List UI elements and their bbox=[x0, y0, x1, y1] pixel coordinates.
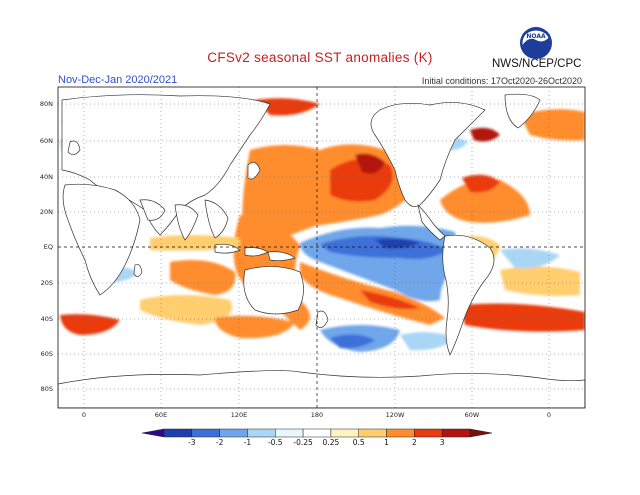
colorbar-label: -0.25 bbox=[293, 438, 313, 447]
colorbar-bin bbox=[247, 428, 276, 438]
new-zealand bbox=[315, 310, 329, 328]
lon-label: 0 bbox=[547, 411, 551, 419]
forecast-period: Nov-Dec-Jan 2020/2021 bbox=[58, 74, 178, 86]
lat-label: 80N bbox=[40, 100, 53, 108]
colorbar-label: 0.5 bbox=[353, 438, 365, 447]
colorbar-bin bbox=[441, 428, 471, 438]
central-america bbox=[417, 203, 446, 241]
map-title: CFSv2 seasonal SST anomalies (K) bbox=[207, 50, 433, 65]
noaa-logo-icon: NOAA bbox=[520, 27, 552, 59]
north-america bbox=[370, 102, 486, 207]
indian-ocean-warm bbox=[170, 259, 236, 295]
latitude-labels: 80N 60N 40N 20N EQ 20S 40S 60S 80S bbox=[40, 100, 53, 393]
colorbar-label: 3 bbox=[440, 438, 445, 447]
lat-label: 40N bbox=[40, 173, 53, 181]
north-pacific-coast bbox=[355, 153, 385, 174]
colorbar-label: -0.5 bbox=[268, 438, 283, 447]
colorbar-bin bbox=[219, 428, 248, 438]
south-america bbox=[442, 234, 495, 356]
agency-label: NWS/NCEP/CPC bbox=[492, 58, 582, 70]
southeast-asia bbox=[204, 199, 229, 239]
south-atlantic-mid bbox=[500, 266, 580, 296]
colorbar-bin bbox=[275, 428, 304, 438]
australia bbox=[243, 266, 304, 315]
new-guinea bbox=[267, 251, 296, 262]
colorbar: -3 -2 -1 -0.5 -0.25 0.25 0.5 1 2 3 bbox=[141, 428, 493, 447]
logo-text: NOAA bbox=[526, 33, 546, 40]
colorbar-label: -1 bbox=[244, 438, 252, 447]
lat-label: EQ bbox=[44, 243, 53, 251]
south-pacific-core bbox=[360, 290, 420, 310]
lat-label: 40S bbox=[41, 315, 53, 323]
colorbar-bin bbox=[330, 428, 359, 438]
south-atlantic-east-warm bbox=[460, 303, 585, 332]
lon-label: 60E bbox=[155, 411, 167, 419]
labrador-warm bbox=[520, 109, 585, 141]
lat-label: 20N bbox=[40, 208, 53, 216]
lon-label: 180 bbox=[311, 411, 323, 419]
anomaly-field bbox=[58, 87, 585, 408]
colorbar-label: 0.25 bbox=[323, 438, 340, 447]
southern-ocean-cool-east bbox=[400, 332, 455, 351]
colorbar-bin bbox=[414, 428, 443, 438]
southern-ocean-cool-core bbox=[330, 334, 375, 349]
graticule bbox=[58, 87, 585, 408]
colorbar-label: -2 bbox=[216, 438, 224, 447]
labrador-core bbox=[470, 127, 500, 142]
colorbar-min-arrow bbox=[141, 428, 165, 438]
colorbar-bin bbox=[302, 428, 332, 438]
map-frame bbox=[57, 86, 586, 409]
lat-label: 60S bbox=[41, 350, 53, 358]
colorbar-bin bbox=[163, 428, 193, 438]
atlantic-light-cool bbox=[500, 248, 560, 269]
antarctica bbox=[58, 370, 585, 408]
longitude-labels: 0 60E 120E 180 120W 60W 0 bbox=[82, 411, 551, 419]
la-nina-deep-core bbox=[375, 238, 420, 249]
madagascar bbox=[133, 263, 143, 277]
initial-conditions: Initial conditions: 17Oct2020-26Oct2020 bbox=[421, 76, 582, 86]
lat-label: 80S bbox=[41, 385, 53, 393]
indian-ocean-south-warm bbox=[140, 295, 232, 325]
colorbar-bin bbox=[358, 428, 387, 438]
indonesia-a bbox=[214, 243, 241, 254]
south-indian-warm bbox=[215, 315, 295, 339]
colorbar-label: 1 bbox=[384, 438, 389, 447]
colorbar-bin bbox=[386, 428, 415, 438]
japan bbox=[247, 162, 261, 180]
lon-label: 120E bbox=[231, 411, 248, 419]
india bbox=[174, 204, 199, 241]
colorbar-label: -3 bbox=[188, 438, 196, 447]
greenland bbox=[504, 93, 541, 129]
colorbar-max-arrow bbox=[469, 428, 493, 438]
bering-warm bbox=[255, 98, 320, 116]
arabia bbox=[139, 199, 166, 221]
lon-label: 0 bbox=[82, 411, 86, 419]
lon-label: 120W bbox=[386, 411, 405, 419]
lat-label: 20S bbox=[41, 279, 53, 287]
north-atlantic-core bbox=[462, 174, 500, 193]
lon-label: 60W bbox=[465, 411, 480, 419]
south-atlantic-warm bbox=[60, 314, 120, 335]
colorbar-label: 2 bbox=[412, 438, 417, 447]
colorbar-bin bbox=[191, 428, 220, 438]
lat-label: 60N bbox=[40, 137, 53, 145]
